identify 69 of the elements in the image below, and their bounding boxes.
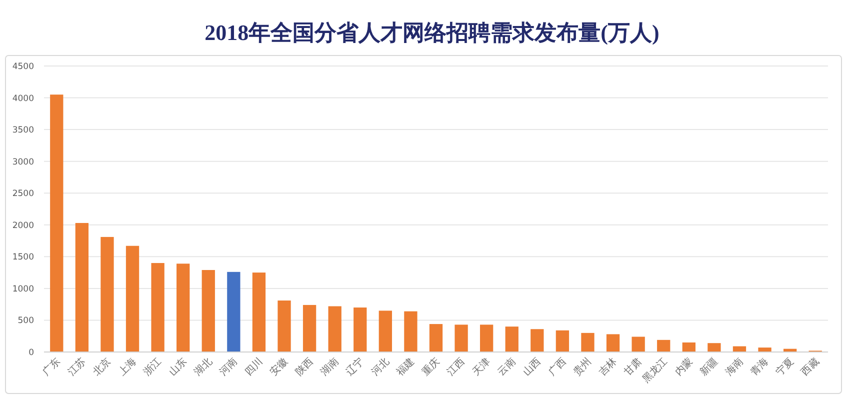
- bar: [227, 272, 240, 352]
- bar: [328, 306, 342, 352]
- x-tick-label: 河北: [368, 356, 392, 378]
- bar: [50, 94, 64, 352]
- bar: [682, 342, 696, 352]
- y-tick-label: 4500: [12, 62, 34, 72]
- bar: [302, 304, 316, 352]
- x-tick-label: 福建: [394, 356, 417, 378]
- y-tick-label: 500: [18, 316, 34, 326]
- bar: [100, 236, 114, 352]
- x-tick-label: 宁夏: [774, 356, 796, 378]
- x-tick-label: 贵州: [571, 356, 594, 378]
- bar: [556, 330, 570, 352]
- bar: [606, 334, 620, 352]
- bar: [404, 311, 418, 352]
- bar: [758, 348, 772, 352]
- x-tick-label: 湖南: [318, 356, 341, 378]
- x-tick-label: 黑龙江: [640, 356, 670, 386]
- y-tick-label: 4000: [12, 94, 34, 104]
- y-tick-label: 2500: [12, 189, 34, 200]
- bar: [126, 246, 140, 352]
- x-tick-label: 云南: [495, 356, 518, 378]
- bar: [454, 324, 468, 352]
- bar: [176, 264, 190, 352]
- x-tick-label: 广西: [546, 356, 569, 378]
- y-tick-label: 1500: [12, 252, 34, 263]
- x-tick-label: 上海: [116, 356, 139, 378]
- x-tick-label: 安徽: [268, 356, 290, 378]
- x-tick-label: 山东: [166, 356, 190, 378]
- y-tick-label: 3000: [12, 157, 34, 168]
- bar: [151, 263, 164, 352]
- x-tick-label: 河南: [217, 356, 240, 378]
- bar: [657, 340, 670, 352]
- bar: [75, 222, 89, 352]
- bar: [429, 324, 443, 352]
- x-tick-label: 湖北: [192, 356, 215, 378]
- bar: [530, 329, 544, 352]
- x-tick-label: 天津: [470, 356, 493, 378]
- x-tick-label: 新疆: [698, 356, 720, 378]
- x-tick-label: 西藏: [798, 356, 822, 378]
- x-tick-label: 广东: [40, 356, 63, 378]
- bar: [480, 324, 494, 352]
- bar: [581, 332, 594, 352]
- chart-title: 2018年全国分省人才网络招聘需求发布量(万人): [204, 20, 660, 45]
- x-tick-label: 辽宁: [344, 356, 366, 378]
- x-tick-label: 陕西: [293, 356, 316, 378]
- bar: [354, 308, 367, 352]
- x-tick-label: 山西: [520, 356, 544, 378]
- bar: [632, 336, 645, 352]
- y-tick-label: 2000: [12, 220, 34, 231]
- y-tick-label: 3500: [12, 126, 34, 136]
- x-tick-label: 吉林: [596, 356, 620, 378]
- bar: [278, 300, 291, 352]
- bar: [202, 270, 215, 352]
- x-tick-label: 浙江: [141, 356, 164, 378]
- x-tick-label: 四川: [242, 356, 266, 378]
- bar: [252, 272, 266, 352]
- x-tick-label: 青海: [748, 356, 771, 378]
- x-tick-label: 重庆: [419, 356, 442, 378]
- bar: [378, 310, 392, 352]
- x-tick-label: 北京: [90, 356, 114, 378]
- x-tick-label: 江西: [444, 356, 468, 378]
- bar: [708, 343, 721, 352]
- x-tick-label: 海南: [722, 356, 746, 378]
- x-tick-label: 内蒙: [672, 356, 696, 378]
- y-tick-label: 0: [28, 348, 34, 358]
- x-tick-label: 江苏: [65, 356, 88, 378]
- bar: [505, 326, 518, 352]
- y-tick-label: 1000: [12, 284, 34, 294]
